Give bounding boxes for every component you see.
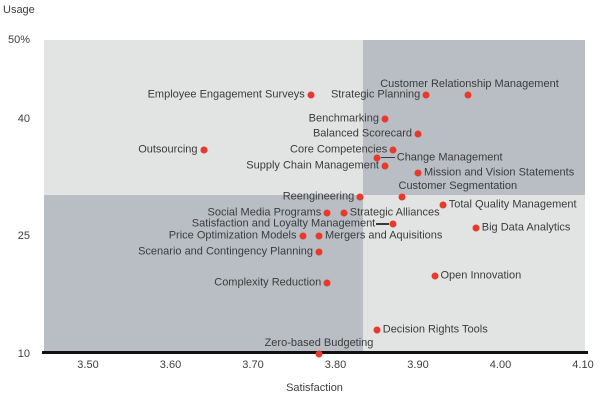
data-point-dot xyxy=(381,162,389,170)
data-point-dot xyxy=(373,154,381,162)
x-tick-label: 4.10 xyxy=(572,359,594,371)
data-point-dot xyxy=(439,201,447,209)
x-tick-label: 3.70 xyxy=(242,359,264,371)
x-tick-label: 3.50 xyxy=(77,359,99,371)
data-point-label: Satisfaction and Loyalty Management xyxy=(191,217,376,230)
data-point-dot xyxy=(389,146,397,154)
data-point-label: Mergers and Aquisitions xyxy=(325,229,443,242)
data-point-label: Social Media Programs xyxy=(207,206,322,219)
quadrant-top-left xyxy=(44,40,363,195)
data-point-dot xyxy=(464,91,471,99)
x-tick-label: 4.00 xyxy=(489,359,512,371)
data-point-label: Balanced Scorecard xyxy=(312,127,412,140)
data-point-label: Employee Engagement Surveys xyxy=(147,88,305,101)
data-point-label: Complexity Reduction xyxy=(214,276,322,289)
data-point-label: Supply Chain Management xyxy=(246,159,379,172)
y-tick-label: 40 xyxy=(17,112,30,125)
data-point-label: Price Optimization Models xyxy=(168,229,297,242)
quadrant-bottom-left xyxy=(44,195,363,354)
data-point-label: Change Management xyxy=(396,151,503,164)
data-point-label: Mission and Vision Statements xyxy=(424,166,575,179)
data-point-label: Core Competencies xyxy=(290,143,388,156)
x-axis-title: Satisfaction xyxy=(286,382,343,394)
data-point-label: Open Innovation xyxy=(440,269,522,281)
label-connector-line xyxy=(380,156,395,159)
y-tick-label: 25 xyxy=(17,230,30,243)
data-point-label: Scenario and Contingency Planning xyxy=(138,245,313,258)
data-point-label: Strategic Planning xyxy=(330,88,421,101)
quadrant-bottom-right xyxy=(363,195,585,354)
data-point-dot xyxy=(315,350,323,358)
data-point-dot xyxy=(315,248,323,256)
data-point-label: Customer Segmentation xyxy=(398,180,518,192)
data-point-dot xyxy=(389,220,397,228)
data-point-dot xyxy=(315,232,323,240)
data-point-dot xyxy=(414,130,422,138)
data-point-dot xyxy=(307,91,315,99)
data-point-label: Total Quality Management xyxy=(448,198,577,211)
x-tick-label: 3.90 xyxy=(407,359,429,371)
data-point-label: Customer Relationship Management xyxy=(380,77,559,90)
data-point-dot xyxy=(422,91,430,99)
data-point-label: Benchmarking xyxy=(308,112,379,124)
data-point-dot xyxy=(340,209,348,217)
x-tick-label: 3.80 xyxy=(324,359,347,371)
data-point-label: Strategic Alliances xyxy=(349,206,440,219)
data-point-dot xyxy=(414,169,422,177)
label-connector-line xyxy=(376,223,390,225)
data-point-label: Decision Rights Tools xyxy=(382,323,488,336)
data-point-dot xyxy=(323,209,331,217)
data-point-dot xyxy=(472,224,480,232)
data-point-label: Big Data Analytics xyxy=(481,221,571,234)
data-point-label: Zero-based Budgeting xyxy=(264,337,374,349)
data-point-dot xyxy=(431,272,438,279)
data-point-dot xyxy=(299,232,306,240)
data-point-dot xyxy=(200,146,207,154)
quadrant-top-right xyxy=(363,40,585,195)
data-point-dot xyxy=(373,326,381,334)
y-tick-label: 50% xyxy=(7,34,30,46)
y-tick-label: 10 xyxy=(17,348,30,360)
data-point-dot xyxy=(381,115,389,122)
data-point-dot xyxy=(323,279,331,287)
x-tick-label: 3.60 xyxy=(159,359,182,371)
data-point-dot xyxy=(398,193,405,201)
y-axis-title: Usage xyxy=(3,4,35,16)
data-point-label: Outsourcing xyxy=(138,143,198,156)
x-axis-line xyxy=(42,351,588,354)
data-point-dot xyxy=(356,193,364,201)
data-point-label: Reengineering xyxy=(282,190,355,203)
